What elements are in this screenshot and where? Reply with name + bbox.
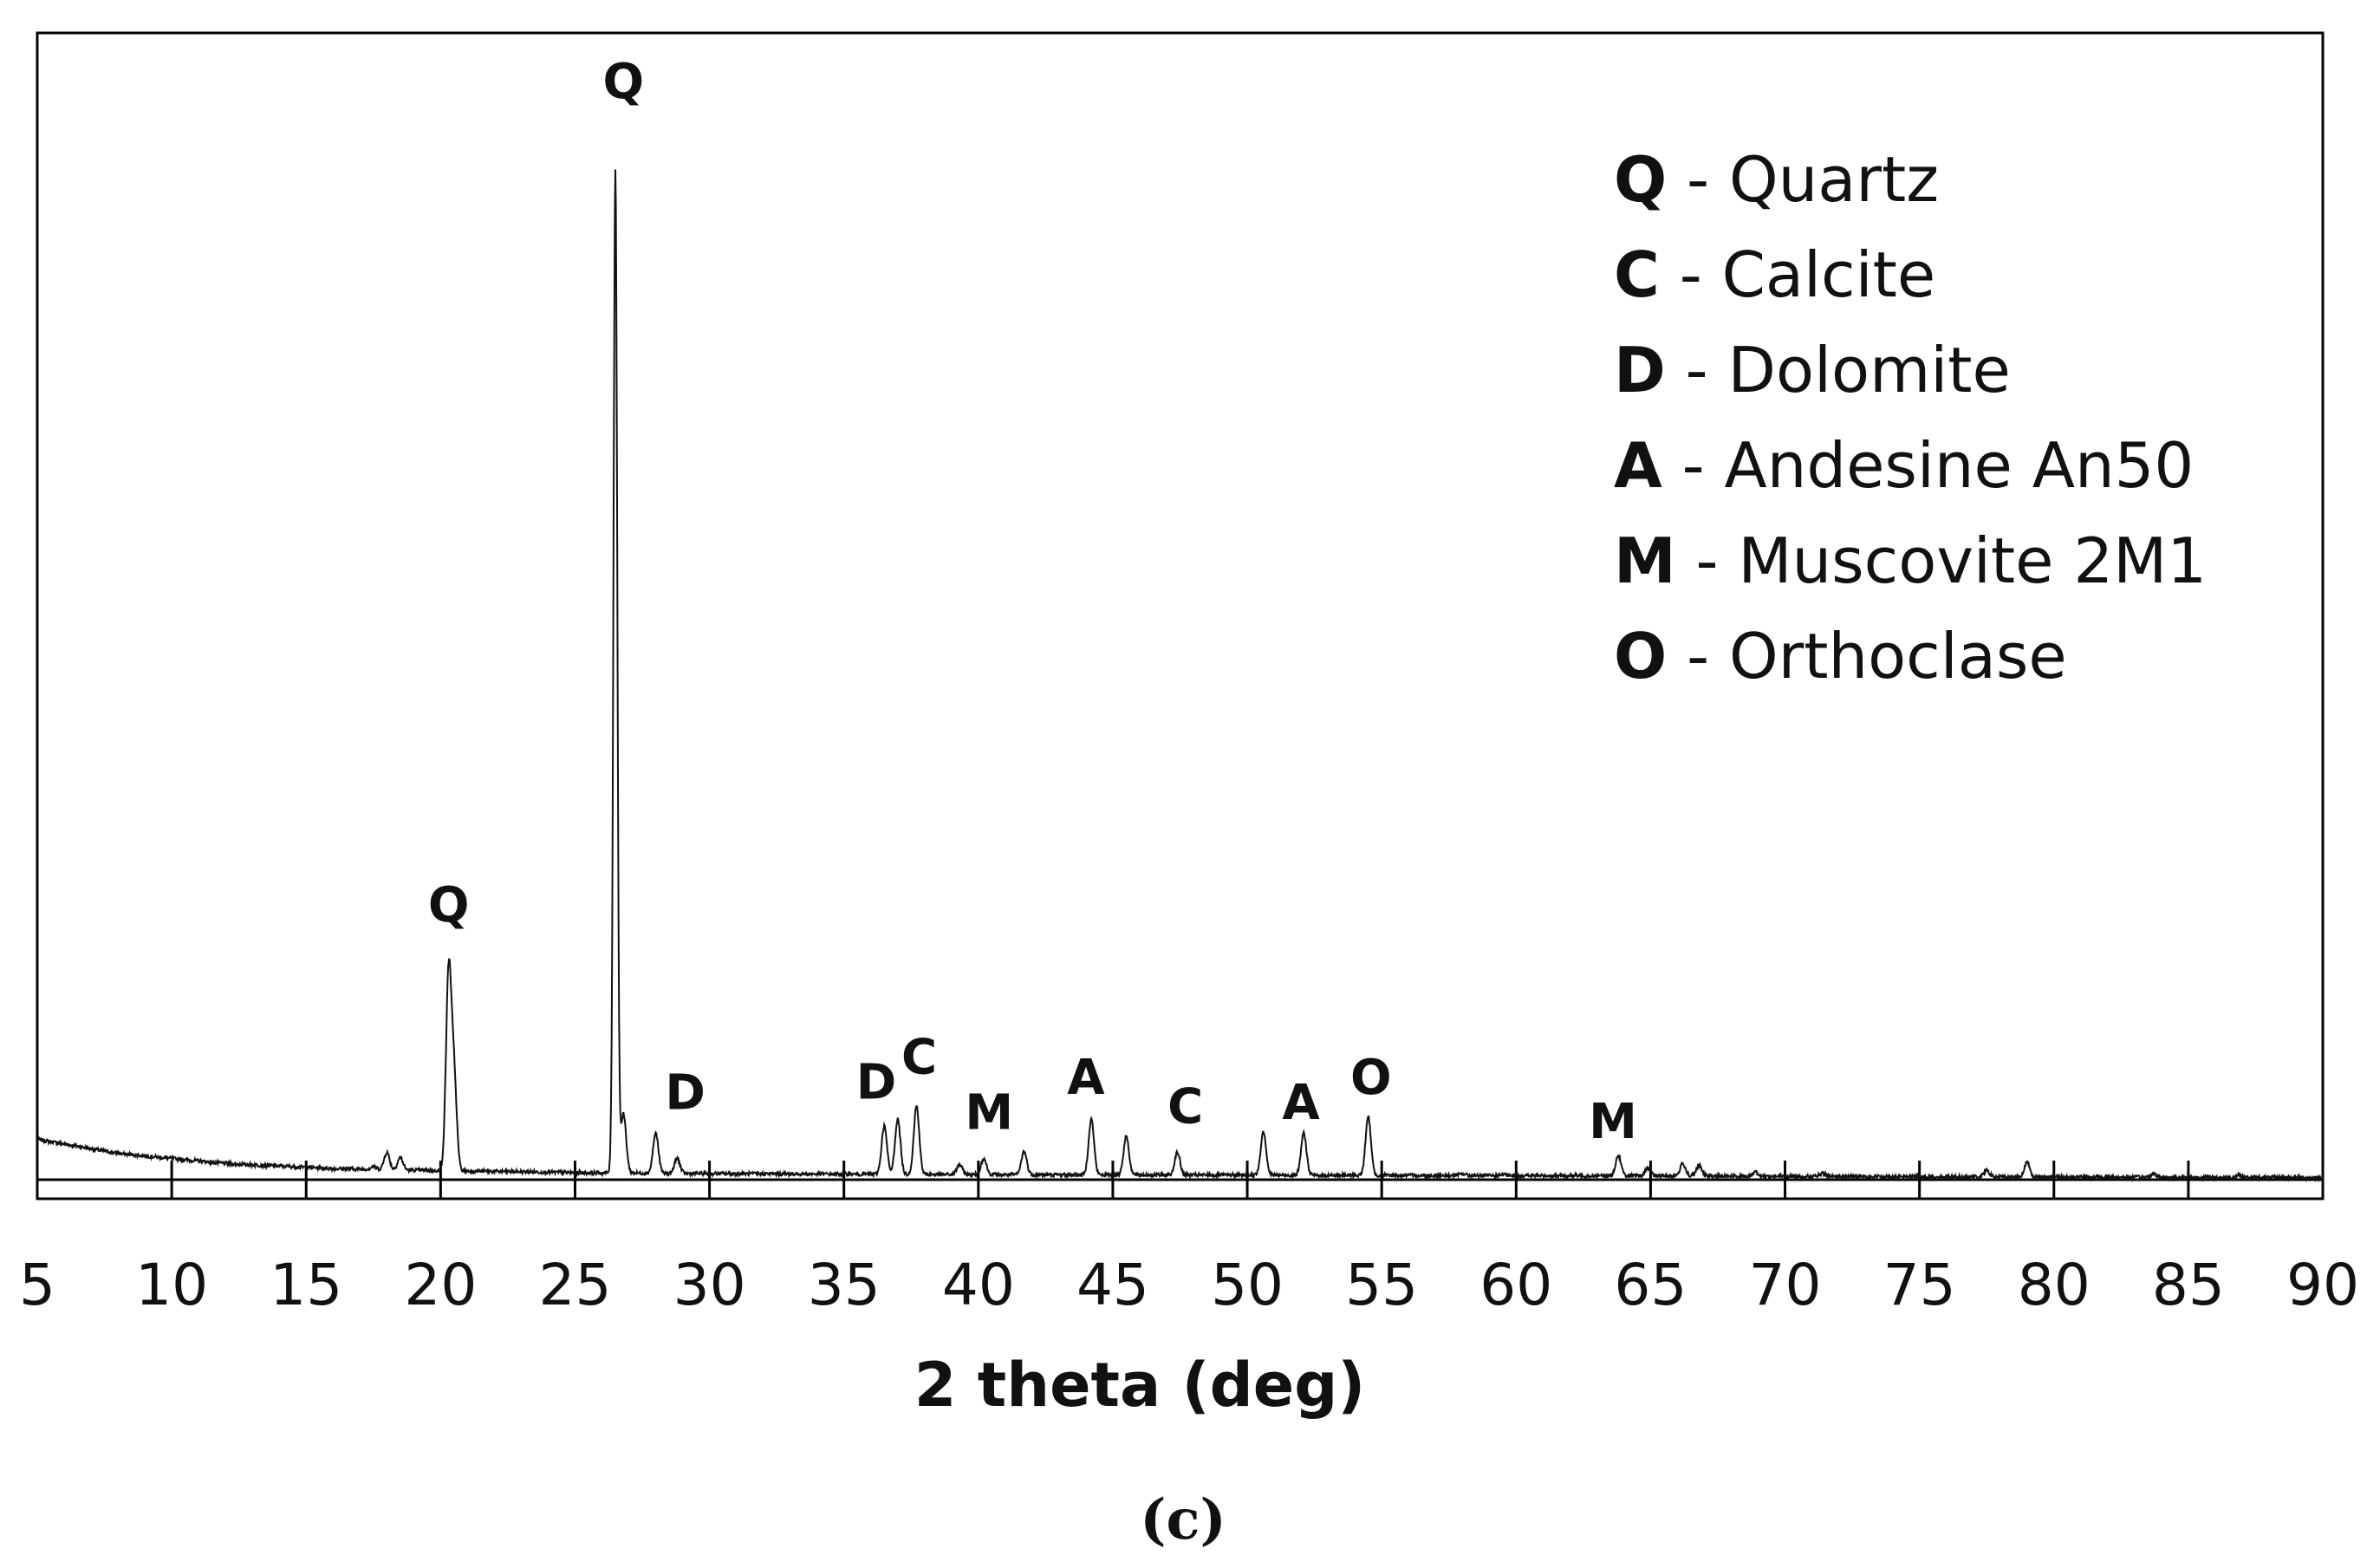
x-axis-ticks	[36, 1161, 2325, 1199]
peak-label: D	[665, 1064, 705, 1121]
peak-label: D	[856, 1055, 896, 1111]
legend-label: - Dolomite	[1666, 334, 2011, 407]
peak-label: Q	[428, 878, 470, 934]
x-tick-label: 85	[2152, 1252, 2225, 1318]
x-tick-label: 30	[673, 1252, 746, 1318]
x-tick-label: 10	[135, 1252, 208, 1318]
x-tick-label: 5	[19, 1252, 55, 1318]
legend-label: - Andesine An50	[1662, 429, 2194, 502]
peak-label: C	[901, 1030, 937, 1086]
peak-label: Q	[603, 54, 645, 110]
x-tick-label: 80	[2018, 1252, 2091, 1318]
peak-label: A	[1067, 1050, 1105, 1106]
legend-label: - Quartz	[1667, 143, 1939, 216]
peak-label: M	[965, 1085, 1013, 1142]
plot-frame	[36, 31, 2325, 1200]
legend-label: - Orthoclase	[1667, 620, 2066, 693]
legend-label: - Calcite	[1660, 238, 1935, 311]
legend-entry: C - Calcite	[1614, 238, 1935, 311]
legend-entry: M - Muscovite 2M1	[1614, 524, 2207, 597]
peak-label: M	[1589, 1094, 1637, 1150]
legend-entry: O - Orthoclase	[1614, 620, 2067, 693]
peak-label: A	[1282, 1075, 1320, 1131]
peak-label: C	[1167, 1079, 1203, 1135]
x-tick-label: 55	[1345, 1252, 1418, 1318]
xrd-series-line	[36, 169, 2324, 1183]
legend-label: - Muscovite 2M1	[1676, 524, 2207, 597]
legend-code: A	[1614, 429, 1662, 502]
legend-code: M	[1614, 524, 1676, 597]
figure-caption: (c)	[1140, 1487, 1226, 1552]
x-tick-label: 20	[404, 1252, 477, 1318]
x-tick-label: 70	[1749, 1252, 1822, 1318]
legend-entry: Q - Quartz	[1614, 143, 1939, 216]
legend-code: O	[1614, 620, 1667, 693]
x-tick-label: 65	[1614, 1252, 1687, 1318]
series-layer	[36, 169, 2324, 1183]
x-tick-label: 75	[1883, 1252, 1956, 1318]
x-tick-label: 40	[942, 1252, 1015, 1318]
peak-label: O	[1350, 1050, 1392, 1106]
legend-entry: D - Dolomite	[1614, 334, 2011, 407]
x-tick-label: 35	[808, 1252, 881, 1318]
x-tick-label: 25	[538, 1252, 611, 1318]
x-axis-tick-labels: 5 10 15 20 25 30 35 40 45 50 55 60 65 70 75 80 85 90	[19, 1252, 2359, 1318]
legend-code: D	[1614, 334, 1666, 407]
x-tick-label: 15	[270, 1252, 342, 1318]
legend-code: Q	[1614, 143, 1667, 216]
x-tick-label: 45	[1076, 1252, 1149, 1318]
legend-entry: A - Andesine An50	[1614, 429, 2194, 502]
legend-code: C	[1614, 238, 1660, 311]
x-tick-label: 60	[1479, 1252, 1552, 1318]
x-tick-label: 50	[1211, 1252, 1284, 1318]
x-axis-title: 2 theta (deg)	[914, 1350, 1366, 1421]
x-tick-label: 90	[2286, 1252, 2359, 1318]
